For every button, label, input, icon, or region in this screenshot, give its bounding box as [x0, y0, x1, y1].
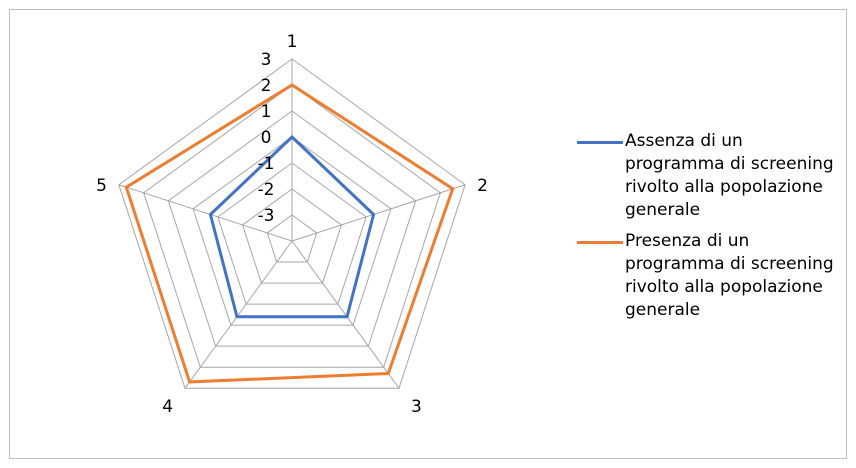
- legend-label-series-1: Assenza di un programma di screening riv…: [625, 131, 834, 220]
- legend-item-series-1: Assenza di un programma di screening riv…: [577, 130, 837, 222]
- grid-ring: [143, 84, 441, 368]
- legend-swatch-series-2: [577, 241, 623, 244]
- grid-spoke: [291, 184, 466, 242]
- grid-ring: [192, 136, 392, 326]
- grid-ring: [167, 110, 417, 347]
- series-line-2: [124, 83, 455, 384]
- grid-ring: [217, 162, 367, 305]
- legend-label-series-2: Presenza di un programma di screening ri…: [625, 231, 834, 320]
- category-label-4: 4: [162, 397, 173, 417]
- tick-label: 0: [261, 128, 272, 148]
- tick-label: -3: [258, 206, 275, 226]
- tick-label: -2: [258, 180, 275, 200]
- grid-ring: [266, 214, 318, 263]
- category-label-1: 1: [287, 32, 298, 52]
- chart-area: [9, 9, 847, 459]
- grid-spoke: [118, 184, 293, 242]
- category-label-3: 3: [411, 397, 422, 417]
- tick-label: 1: [261, 102, 272, 122]
- legend-swatch-series-1: [577, 141, 623, 144]
- tick-label: -1: [258, 154, 275, 174]
- legend-item-series-2: Presenza di un programma di screening ri…: [577, 230, 837, 322]
- tick-label: 2: [261, 76, 272, 96]
- grid-ring: [118, 58, 466, 389]
- grid-spoke: [291, 240, 400, 389]
- grid-ring: [241, 188, 343, 284]
- tick-label: 3: [261, 50, 272, 70]
- category-label-2: 2: [477, 176, 488, 196]
- grid-spoke: [184, 240, 293, 389]
- category-label-5: 5: [96, 176, 107, 196]
- legend: Assenza di un programma di screening riv…: [577, 130, 837, 330]
- series-line-1: [208, 134, 376, 319]
